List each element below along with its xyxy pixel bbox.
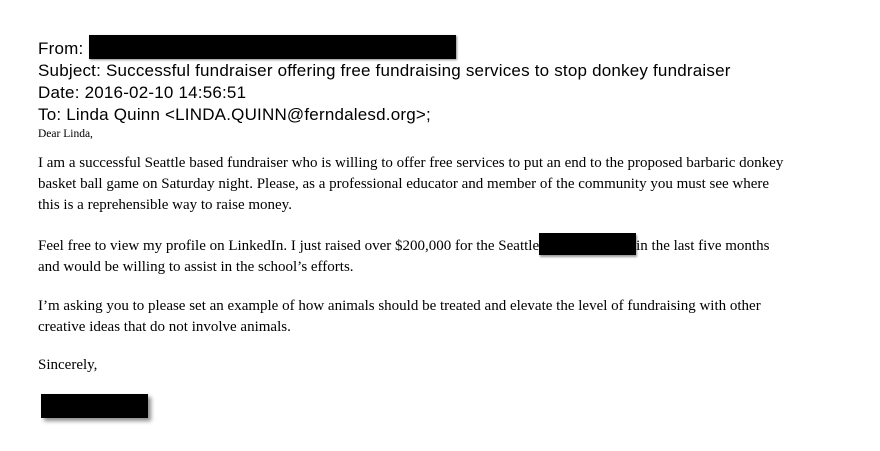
subject-value: Successful fundraiser offering free fund… xyxy=(105,61,731,80)
email-header: From: Subject: Successful fundraiser off… xyxy=(38,35,860,126)
paragraph-2-text-after-redaction: in the last five months xyxy=(636,238,770,254)
date-value: 2016-02-10 14:56:51 xyxy=(84,83,247,102)
paragraph-2-line-2: and would be willing to assist in the sc… xyxy=(38,259,354,275)
subject-label: Subject: xyxy=(38,61,102,80)
salutation: Dear Linda, xyxy=(38,128,93,140)
paragraph-1-line-2: basket ball game on Saturday night. Plea… xyxy=(38,176,770,192)
paragraph-1: I am a successful Seattle based fundrais… xyxy=(38,153,860,216)
from-redaction-bar xyxy=(89,35,457,59)
paragraph-2-text-before-redaction: Feel free to view my profile on LinkedIn… xyxy=(38,238,540,254)
signature-redaction-bar xyxy=(41,394,148,418)
paragraph-3-line-2: creative ideas that do not involve anima… xyxy=(38,319,291,335)
signoff: Sincerely, xyxy=(38,357,98,373)
paragraph-2: Feel free to view my profile on LinkedIn… xyxy=(38,233,860,278)
email-body: I am a successful Seattle based fundrais… xyxy=(38,153,860,418)
from-label: From: xyxy=(38,39,84,58)
to-line: To: Linda Quinn <LINDA.QUINN@ferndalesd.… xyxy=(38,104,860,126)
subject-line: Subject: Successful fundraiser offering … xyxy=(38,60,860,82)
from-line: From: xyxy=(38,35,860,60)
date-line: Date: 2016-02-10 14:56:51 xyxy=(38,82,860,104)
to-label: To: xyxy=(38,105,62,124)
organization-redaction-bar xyxy=(539,233,637,255)
paragraph-3: I’m asking you to please set an example … xyxy=(38,296,860,338)
paragraph-1-line-3: this is a reprehensible way to raise mon… xyxy=(38,197,292,213)
paragraph-1-line-1: I am a successful Seattle based fundrais… xyxy=(38,155,784,171)
paragraph-2-line-1: Feel free to view my profile on LinkedIn… xyxy=(38,233,860,257)
to-value: Linda Quinn <LINDA.QUINN@ferndalesd.org>… xyxy=(66,105,431,124)
paragraph-3-line-1: I’m asking you to please set an example … xyxy=(38,298,761,314)
date-label: Date: xyxy=(38,83,80,102)
